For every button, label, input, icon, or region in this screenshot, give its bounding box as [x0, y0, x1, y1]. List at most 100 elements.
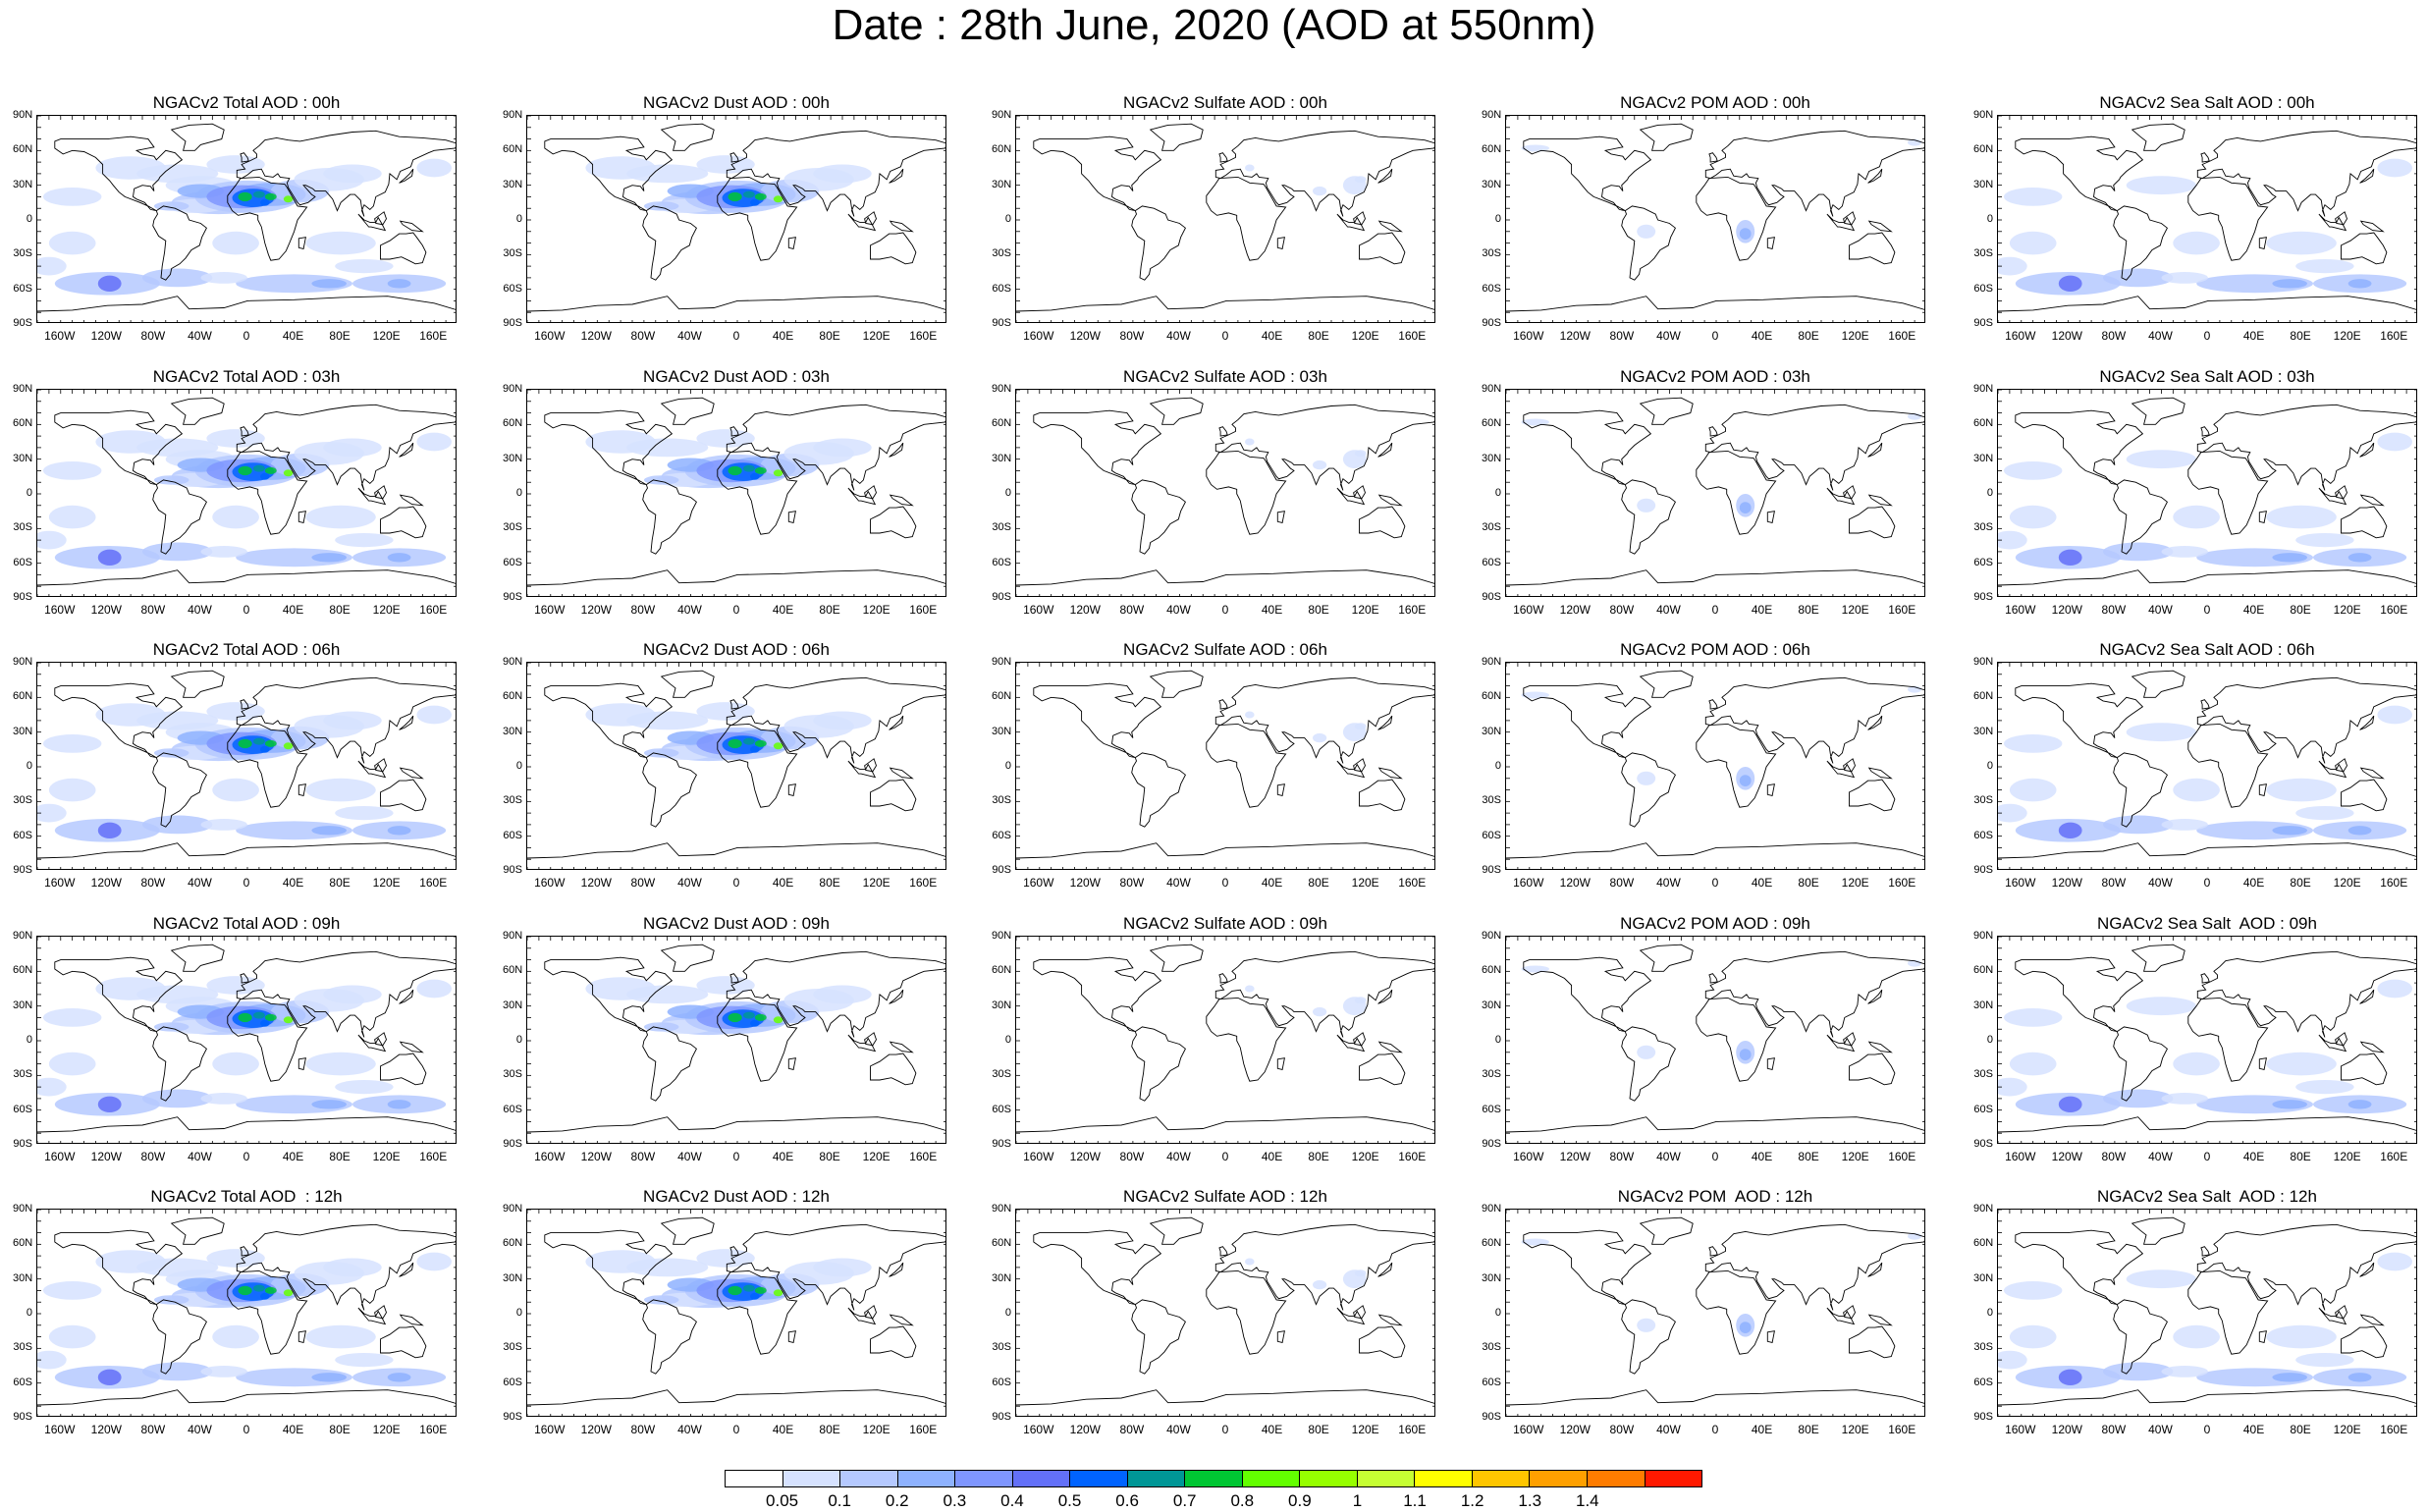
lat-tick-label: 30S [13, 1341, 32, 1354]
aod-shading [387, 1100, 411, 1109]
aod-shading [2009, 778, 2057, 802]
colorbar-swatch [1530, 1471, 1588, 1486]
world-map [527, 1210, 945, 1416]
coastline-antarctica [527, 1116, 945, 1133]
lat-tick-label: 0 [515, 213, 522, 225]
aod-shading [2126, 1269, 2197, 1289]
aod-shading [335, 1353, 394, 1368]
coastline-eurasia [1704, 1223, 1924, 1311]
lon-tick-label: 160E [1888, 876, 1916, 890]
coastline-namerica [1033, 682, 1162, 759]
coastline-antarctica [1506, 1116, 1924, 1133]
lon-tick-label: 0 [732, 329, 740, 343]
lon-tick-label: 40E [1751, 876, 1773, 890]
aod-shading [43, 1281, 102, 1300]
lat-tick-label: 60N [13, 1237, 33, 1250]
lat-tick-label: 90N [1482, 383, 1502, 395]
coastline-indonesia [1336, 760, 1366, 779]
aod-shading [2196, 821, 2313, 840]
panel-title: NGACv2 Total AOD : 06h [152, 640, 341, 659]
lon-tick-label: 0 [2203, 603, 2211, 617]
colorbar-swatch [1357, 1471, 1416, 1486]
lon-tick-label: 120E [2333, 329, 2361, 343]
lon-tick-label: 0 [2203, 329, 2211, 343]
aod-shading [283, 1289, 294, 1297]
aod-shading [743, 190, 755, 198]
coastline-greenland [2131, 670, 2185, 698]
lon-tick-label: 80E [1798, 329, 1819, 343]
coastline-japan [1867, 1262, 1883, 1277]
lon-tick-label: 120E [862, 1423, 890, 1436]
lat-tick-label: 60S [1973, 556, 1993, 568]
lon-tick-label: 120W [1559, 603, 1591, 617]
lon-tick-label: 80E [2290, 603, 2311, 617]
lon-tick-label: 80W [140, 1150, 166, 1163]
lat-tick-label: 90S [13, 864, 32, 876]
lon-tick-label: 160W [1023, 876, 1054, 890]
lon-tick-label: 80W [1609, 1423, 1635, 1436]
lat-tick-label: 60N [13, 143, 33, 156]
coastline-australia [380, 232, 427, 265]
coastline-newguinea [2359, 220, 2385, 233]
lon-tick-label: 80E [819, 329, 840, 343]
coastline-indonesia [847, 487, 877, 506]
lon-tick-label: 80W [1609, 876, 1635, 890]
map-panel-dust: NGACv2 Dust AOD : 03h 90N 60N 30N 0 30S 60S 90S… [503, 367, 946, 619]
aod-shading [773, 1289, 783, 1297]
aod-shading [416, 158, 453, 178]
aod-shading [238, 191, 252, 202]
coastline-indonesia [1336, 1307, 1366, 1325]
coastline-uk [240, 152, 249, 163]
aod-shading [97, 549, 122, 566]
colorbar-label: 0.3 [943, 1491, 967, 1510]
aod-shading [2295, 1080, 2354, 1095]
lon-tick-label: 120W [580, 1150, 612, 1163]
lon-tick-label: 160E [909, 1150, 938, 1163]
lon-tick-label: 160W [1513, 1150, 1544, 1163]
coastline-antarctica [527, 1389, 945, 1406]
coastline-australia [1359, 779, 1406, 812]
coastline-borneo [864, 485, 877, 500]
lat-tick-label: 90N [1973, 109, 1994, 121]
coastline-indonesia [2318, 1307, 2347, 1325]
map-panel-dust: NGACv2 Dust AOD : 09h 90N 60N 30N 0 30S 60S 90S… [503, 914, 946, 1165]
aod-shading [643, 1295, 679, 1305]
lon-tick-label: 160W [1513, 1423, 1544, 1436]
coastline-antarctica [1506, 1389, 1924, 1406]
coastline-borneo [1353, 211, 1366, 226]
aod-shading [2266, 1052, 2337, 1076]
lon-tick-label: 160W [1023, 1150, 1054, 1163]
coastline-samerica [642, 205, 697, 281]
lon-tick-label: 120E [862, 329, 890, 343]
coastline-japan [399, 1262, 414, 1277]
lon-tick-label: 160E [2380, 876, 2408, 890]
coastline-madagascar [787, 1330, 796, 1343]
lat-tick-label: 30N [13, 178, 33, 190]
aod-shading [2126, 723, 2197, 742]
colorbar-swatch [1185, 1471, 1243, 1486]
figure-title: Date : 28th June, 2020 (AOD at 550nm) [832, 1, 1596, 49]
lat-tick-label: 30S [992, 794, 1011, 807]
coastline-madagascar [787, 1057, 796, 1070]
aod-shading [238, 465, 252, 476]
coastline-japan [1377, 168, 1393, 184]
lat-tick-label: 60S [992, 829, 1011, 841]
lon-tick-label: 40W [1656, 1150, 1681, 1163]
lon-tick-label: 120W [1069, 1423, 1101, 1436]
coastline-borneo [374, 1305, 387, 1320]
lat-tick-label: 60S [1973, 829, 1993, 841]
lon-tick-label: 160E [909, 876, 938, 890]
coastline-australia [1359, 232, 1406, 265]
aod-shading [1998, 256, 2027, 276]
aod-shading [153, 475, 189, 485]
aod-shading [212, 778, 259, 802]
aod-shading [206, 976, 265, 995]
lon-tick-label: 80E [2290, 876, 2311, 890]
lat-tick-label: 60N [992, 964, 1012, 977]
lon-tick-label: 80W [630, 1150, 656, 1163]
coastline-namerica [1523, 1229, 1652, 1306]
coastline-newguinea [399, 767, 424, 780]
lon-tick-label: 80W [2101, 1423, 2127, 1436]
lon-tick-label: 160W [1513, 329, 1544, 343]
coastline-greenland [1149, 123, 1204, 151]
